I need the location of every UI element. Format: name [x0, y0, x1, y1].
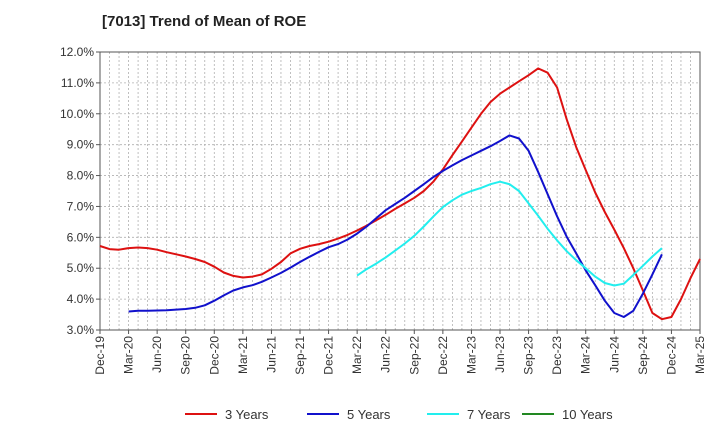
y-tick-label: 3.0% — [67, 323, 95, 337]
y-tick-label: 9.0% — [67, 138, 95, 152]
y-tick-label: 11.0% — [61, 76, 94, 90]
x-tick-label: Mar-22 — [350, 336, 364, 374]
plot-area — [100, 52, 700, 330]
y-tick-label: 12.0% — [60, 45, 94, 59]
y-tick-label: 7.0% — [67, 199, 95, 213]
x-tick-label: Jun-21 — [264, 336, 278, 373]
legend-label: 10 Years — [562, 407, 613, 422]
x-tick-label: Dec-21 — [322, 336, 336, 375]
x-tick-label: Dec-23 — [550, 336, 564, 375]
series-line-7-years — [356, 180, 663, 287]
legend-label: 3 Years — [225, 407, 269, 422]
x-tick-label: Dec-22 — [436, 336, 450, 375]
x-tick-label: Mar-24 — [579, 336, 593, 374]
plot-border — [99, 51, 701, 331]
y-tick-label: 10.0% — [60, 107, 94, 121]
y-tick-label: 6.0% — [67, 230, 95, 244]
y-tick-label: 8.0% — [67, 169, 95, 183]
x-tick-label: Sep-21 — [293, 336, 307, 375]
x-tick-label: Jun-22 — [379, 336, 393, 373]
x-tick-label: Sep-23 — [522, 336, 536, 375]
x-tick-label: Jun-24 — [607, 336, 621, 373]
legend-label: 7 Years — [467, 407, 511, 422]
x-tick-label: Mar-20 — [122, 336, 136, 374]
x-tick-label: Dec-24 — [664, 336, 678, 375]
x-tick-label: Sep-22 — [407, 336, 421, 375]
x-tick-label: Mar-23 — [464, 336, 478, 374]
y-tick-label: 4.0% — [67, 292, 95, 306]
x-tick-label: Jun-23 — [493, 336, 507, 373]
x-tick-label: Mar-25 — [693, 336, 707, 374]
x-tick-label: Sep-24 — [636, 336, 650, 375]
chart-title: [7013] Trend of Mean of ROE — [102, 13, 307, 30]
x-tick-label: Jun-20 — [150, 336, 164, 373]
series-line-3-years — [99, 67, 701, 321]
series-line-5-years — [128, 134, 663, 318]
x-tick-label: Dec-19 — [93, 336, 107, 375]
x-tick-label: Dec-20 — [207, 336, 221, 375]
legend-label: 5 Years — [347, 407, 391, 422]
y-tick-label: 5.0% — [67, 261, 95, 275]
x-tick-label: Sep-20 — [179, 336, 193, 375]
x-tick-label: Mar-21 — [236, 336, 250, 374]
